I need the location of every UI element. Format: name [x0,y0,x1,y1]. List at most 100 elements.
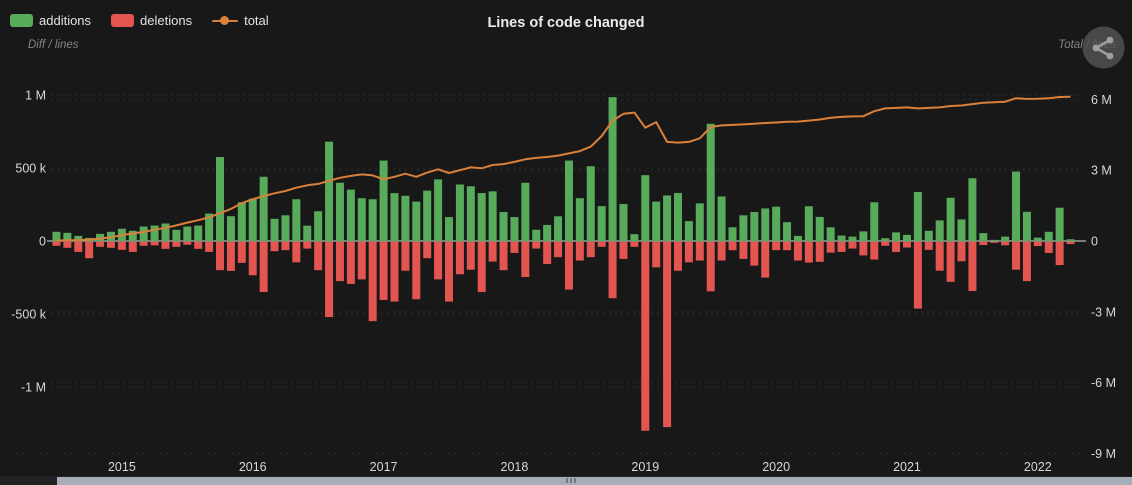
bar-additions[interactable] [74,235,83,241]
bar-deletions[interactable] [652,241,661,268]
bar-deletions[interactable] [434,241,443,280]
bar-additions[interactable] [226,216,235,241]
bar-additions[interactable] [597,206,606,241]
bar-additions[interactable] [488,191,497,241]
bar-deletions[interactable] [1066,241,1075,245]
bar-additions[interactable] [837,235,846,241]
bar-deletions[interactable] [1044,241,1053,253]
bar-additions[interactable] [281,215,290,241]
scrollbar-thumb[interactable] [57,476,1132,485]
bar-deletions[interactable] [63,241,72,248]
bar-deletions[interactable] [216,241,225,271]
bar-additions[interactable] [619,204,628,241]
bar-deletions[interactable] [466,241,475,270]
bar-deletions[interactable] [837,241,846,252]
bar-additions[interactable] [532,229,541,241]
bar-deletions[interactable] [739,241,748,259]
bar-additions[interactable] [793,235,802,241]
bar-deletions[interactable] [793,241,802,261]
bar-additions[interactable] [434,179,443,241]
bar-deletions[interactable] [368,241,377,322]
bar-additions[interactable] [717,196,726,241]
bar-additions[interactable] [1022,211,1031,241]
bar-additions[interactable] [673,192,682,241]
bar-deletions[interactable] [673,241,682,271]
bar-deletions[interactable] [303,241,312,249]
bar-additions[interactable] [924,230,933,241]
bar-deletions[interactable] [990,241,999,243]
bar-deletions[interactable] [161,241,170,249]
bar-deletions[interactable] [270,241,279,252]
bar-deletions[interactable] [597,241,606,247]
bar-deletions[interactable] [772,241,781,251]
bar-additions[interactable] [390,193,399,241]
bar-deletions[interactable] [554,241,563,258]
bar-additions[interactable] [63,232,72,241]
bar-additions[interactable] [477,193,486,241]
bar-additions[interactable] [466,186,475,241]
bar-deletions[interactable] [205,241,214,252]
bar-additions[interactable] [183,226,192,241]
bar-additions[interactable] [739,215,748,241]
bar-deletions[interactable] [237,241,246,263]
bar-additions[interactable] [1055,207,1064,241]
bar-additions[interactable] [815,216,824,241]
bar-additions[interactable] [161,223,170,241]
bar-additions[interactable] [499,211,508,241]
bar-deletions[interactable] [1033,241,1042,247]
bar-additions[interactable] [946,197,955,241]
bar-deletions[interactable] [848,241,857,249]
bar-additions[interactable] [368,199,377,241]
bar-additions[interactable] [292,199,301,241]
bar-additions[interactable] [804,206,813,241]
bar-deletions[interactable] [314,241,323,271]
bar-additions[interactable] [913,191,922,241]
bar-additions[interactable] [554,216,563,241]
bar-deletions[interactable] [717,241,726,261]
bar-deletions[interactable] [608,241,617,299]
bar-deletions[interactable] [564,241,573,290]
bar-deletions[interactable] [335,241,344,282]
bar-additions[interactable] [979,233,988,241]
bar-deletions[interactable] [1022,241,1031,282]
bar-additions[interactable] [859,231,868,241]
bar-deletions[interactable] [641,241,650,431]
bar-deletions[interactable] [902,241,911,248]
bar-deletions[interactable] [521,241,530,278]
bar-additions[interactable] [772,206,781,241]
bar-deletions[interactable] [292,241,301,263]
bar-deletions[interactable] [259,241,268,293]
bar-additions[interactable] [630,234,639,241]
bar-deletions[interactable] [194,241,203,249]
bar-additions[interactable] [303,225,312,241]
bar-deletions[interactable] [1001,241,1010,246]
bar-deletions[interactable] [575,241,584,261]
bar-additions[interactable] [270,218,279,241]
bar-additions[interactable] [750,211,759,241]
bar-additions[interactable] [586,166,595,241]
bar-deletions[interactable] [226,241,235,271]
bar-additions[interactable] [172,229,181,241]
bar-additions[interactable] [357,198,366,241]
bar-additions[interactable] [684,221,693,241]
bar-additions[interactable] [1012,171,1021,241]
bar-deletions[interactable] [499,241,508,271]
bar-additions[interactable] [543,224,552,241]
bar-additions[interactable] [423,190,432,241]
bar-additions[interactable] [881,238,890,241]
bar-deletions[interactable] [139,241,148,246]
bar-additions[interactable] [761,208,770,241]
bar-additions[interactable] [892,232,901,241]
bar-additions[interactable] [564,160,573,241]
bar-additions[interactable] [216,157,225,241]
bar-deletions[interactable] [706,241,715,292]
bar-additions[interactable] [783,222,792,241]
bar-deletions[interactable] [892,241,901,252]
bar-additions[interactable] [652,201,661,241]
bar-additions[interactable] [194,225,203,241]
bar-additions[interactable] [455,184,464,241]
bar-deletions[interactable] [74,241,83,252]
bar-additions[interactable] [990,239,999,241]
bar-additions[interactable] [1001,236,1010,241]
bar-deletions[interactable] [728,241,737,251]
